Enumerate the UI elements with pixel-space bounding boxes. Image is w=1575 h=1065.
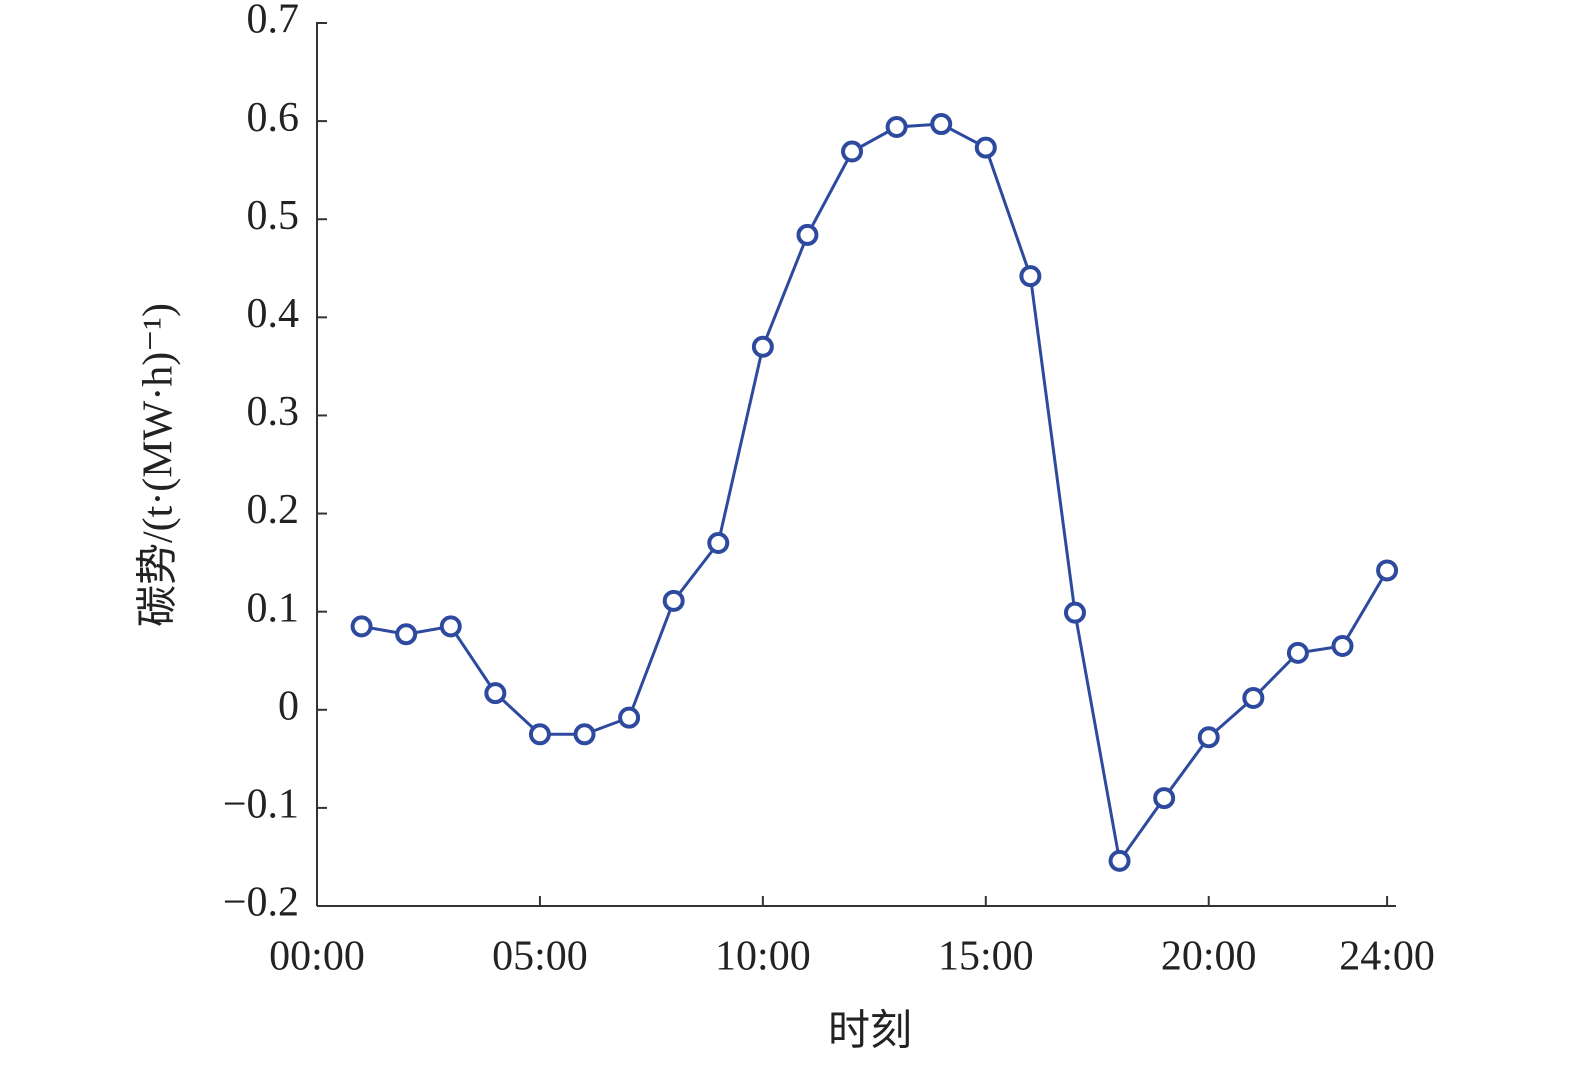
y-tick-label: 0 (278, 683, 299, 729)
x-tick-label: 15:00 (938, 934, 1034, 980)
marker (350, 615, 373, 638)
x-tick-label: 05:00 (492, 934, 588, 980)
marker (573, 723, 596, 746)
y-tick-label: 0.5 (247, 193, 300, 239)
marker (885, 115, 908, 138)
marker (395, 623, 418, 646)
marker (1242, 687, 1265, 710)
y-tick-label: 0.2 (247, 487, 300, 533)
marker (1063, 601, 1086, 624)
marker (484, 682, 507, 705)
x-tick-label: 20:00 (1161, 934, 1257, 980)
marker (841, 140, 864, 163)
marker (662, 589, 685, 612)
y-tick-label: 0.7 (247, 0, 300, 43)
y-tick-label: 0.3 (247, 389, 300, 435)
y-tick-label: −0.2 (223, 880, 299, 926)
marker (1286, 641, 1309, 664)
marker (1197, 726, 1220, 749)
marker (439, 615, 462, 638)
x-tick-label: 00:00 (269, 934, 365, 980)
marker (974, 136, 997, 159)
y-tick-label: 0.6 (247, 95, 300, 141)
y-tick-label: −0.1 (223, 782, 299, 828)
x-tick-label: 24:00 (1339, 934, 1435, 980)
marker (1153, 787, 1176, 810)
y-axis-title: 碳势/(t·(MW·h)⁻¹) (136, 303, 182, 627)
marker (1108, 849, 1131, 872)
y-tick-label: 0.1 (247, 585, 300, 631)
marker (796, 223, 819, 246)
marker (618, 706, 641, 729)
marker (930, 113, 953, 136)
x-tick-label: 10:00 (715, 934, 811, 980)
marker (751, 335, 774, 358)
marker (528, 723, 551, 746)
y-tick-label: 0.4 (247, 291, 300, 337)
marker (707, 531, 730, 554)
marker (1376, 559, 1399, 582)
marker (1019, 265, 1042, 288)
series-line (361, 122, 1389, 865)
marker (1331, 635, 1354, 658)
x-axis-title: 时刻 (828, 1009, 912, 1055)
